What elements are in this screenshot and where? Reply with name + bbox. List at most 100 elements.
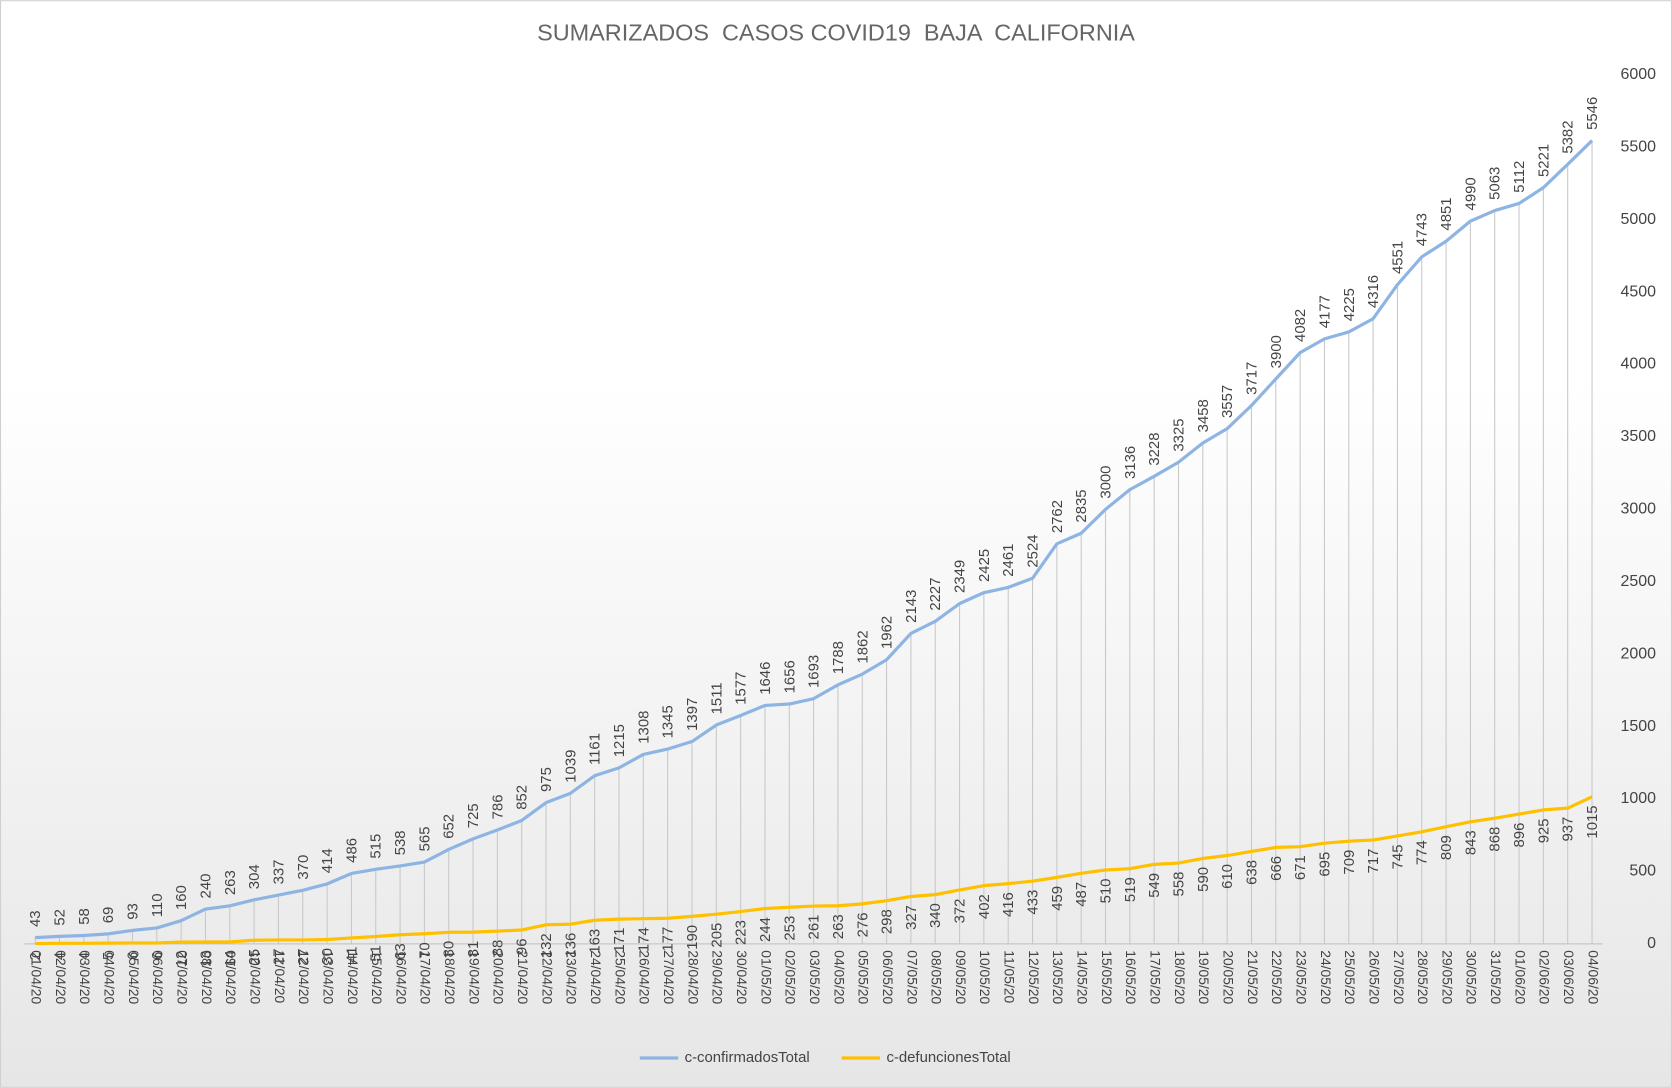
data-label: 63 (392, 943, 409, 960)
data-label: 4177 (1316, 295, 1333, 328)
x-tick-label: 19/05/20 (1196, 950, 1212, 1004)
data-label: 671 (1292, 855, 1309, 880)
data-label: 2143 (903, 590, 920, 623)
data-label: 1039 (562, 750, 579, 783)
x-tick-label: 24/04/20 (588, 950, 604, 1004)
data-label: 868 (1487, 827, 1504, 852)
y-tick-label: 3500 (1620, 428, 1656, 445)
data-label: 2227 (927, 577, 944, 610)
data-label: 937 (1560, 817, 1577, 842)
data-label: 843 (1462, 830, 1479, 855)
data-label: 414 (319, 848, 336, 873)
data-label: 610 (1219, 864, 1236, 889)
data-label: 5546 (1584, 97, 1601, 130)
x-tick-label: 22/05/20 (1269, 950, 1285, 1004)
x-tick-label: 19/04/20 (466, 950, 482, 1004)
y-tick-label: 6000 (1620, 66, 1656, 83)
x-tick-label: 27/05/20 (1391, 950, 1407, 1004)
data-label: 1397 (684, 698, 701, 731)
x-tick-label: 09/04/20 (223, 950, 239, 1004)
data-label: 1693 (806, 655, 823, 688)
data-label: 519 (1122, 877, 1139, 902)
data-label: 459 (1049, 886, 1066, 911)
x-tick-label: 03/06/20 (1561, 950, 1577, 1004)
data-label: 263 (830, 914, 847, 939)
data-label: 2835 (1073, 489, 1090, 522)
data-label: 402 (976, 894, 993, 919)
x-tick-label: 16/04/20 (393, 950, 409, 1004)
data-label: 6 (149, 952, 166, 960)
data-label: 190 (684, 925, 701, 950)
x-tick-label: 14/04/20 (345, 950, 361, 1004)
data-label: 5221 (1535, 144, 1552, 177)
data-label: 253 (781, 916, 798, 941)
x-tick-label: 30/05/20 (1464, 950, 1480, 1004)
data-label: 337 (270, 860, 287, 885)
data-label: 276 (854, 912, 871, 937)
data-label: 5112 (1511, 161, 1528, 193)
y-tick-label: 4000 (1620, 356, 1656, 373)
x-tick-label: 22/04/20 (539, 950, 555, 1004)
x-tick-label: 05/05/20 (856, 950, 872, 1004)
data-label: 1345 (660, 705, 677, 738)
data-label: 4551 (1389, 241, 1406, 274)
data-label: 327 (903, 905, 920, 930)
data-label: 4990 (1462, 177, 1479, 210)
x-tick-label: 18/04/20 (442, 950, 458, 1004)
data-label: 725 (465, 803, 482, 828)
data-label: 160 (173, 885, 190, 910)
y-tick-label: 0 (1647, 935, 1656, 952)
data-label: 1308 (635, 711, 652, 744)
y-tick-label: 5000 (1620, 211, 1656, 228)
data-label: 88 (489, 940, 506, 957)
data-label: 538 (392, 830, 409, 855)
data-label: 925 (1535, 818, 1552, 843)
data-label: 4 (76, 952, 93, 960)
data-label: 2461 (1000, 544, 1017, 577)
data-label: 1215 (611, 724, 628, 757)
y-tick-label: 500 (1629, 863, 1656, 880)
data-label: 27 (270, 948, 287, 965)
data-label: 205 (708, 923, 725, 948)
data-label: 1015 (1584, 805, 1601, 838)
x-tick-label: 01/04/20 (29, 950, 45, 1004)
data-label: 745 (1389, 844, 1406, 869)
data-label: 2524 (1025, 534, 1042, 567)
y-tick-label: 4500 (1620, 283, 1656, 300)
chart-title: SUMARIZADOS CASOS COVID19 BAJA CALIFORNI… (537, 19, 1135, 45)
x-tick-label: 10/05/20 (977, 950, 993, 1004)
x-tick-label: 03/04/20 (77, 950, 93, 1004)
x-tick-label: 24/05/20 (1318, 950, 1334, 1004)
x-tick-label: 25/04/20 (612, 950, 628, 1004)
data-label: 58 (76, 908, 93, 925)
data-label: 558 (1170, 872, 1187, 897)
data-label: 4316 (1365, 275, 1382, 308)
x-tick-label: 08/05/20 (929, 950, 945, 1004)
x-tick-label: 10/04/20 (247, 950, 263, 1004)
data-label: 12 (173, 951, 190, 968)
x-tick-label: 25/05/20 (1342, 950, 1358, 1004)
data-label: 666 (1268, 856, 1285, 881)
data-label: 110 (149, 894, 166, 918)
data-label: 709 (1341, 850, 1358, 875)
x-tick-label: 04/04/20 (102, 950, 118, 1004)
x-tick-label: 02/05/20 (783, 950, 799, 1004)
data-label: 590 (1195, 867, 1212, 892)
y-tick-label: 1000 (1620, 790, 1656, 807)
data-label: 786 (489, 794, 506, 819)
data-label: 1161 (587, 733, 604, 765)
x-tick-label: 26/05/20 (1366, 950, 1382, 1004)
x-tick-label: 03/05/20 (807, 950, 823, 1004)
data-label: 1646 (757, 662, 774, 695)
data-label: 695 (1316, 852, 1333, 877)
data-label: 433 (1025, 890, 1042, 915)
x-tick-label: 02/04/20 (53, 950, 69, 1004)
data-label: 1862 (854, 630, 871, 663)
legend-label: c-defuncionesTotal (886, 1049, 1010, 1066)
data-label: 370 (295, 855, 312, 880)
data-label: 136 (562, 933, 579, 958)
x-tick-label: 08/04/20 (199, 950, 215, 1004)
x-tick-label: 05/04/20 (126, 950, 142, 1004)
data-label: 132 (538, 933, 555, 958)
